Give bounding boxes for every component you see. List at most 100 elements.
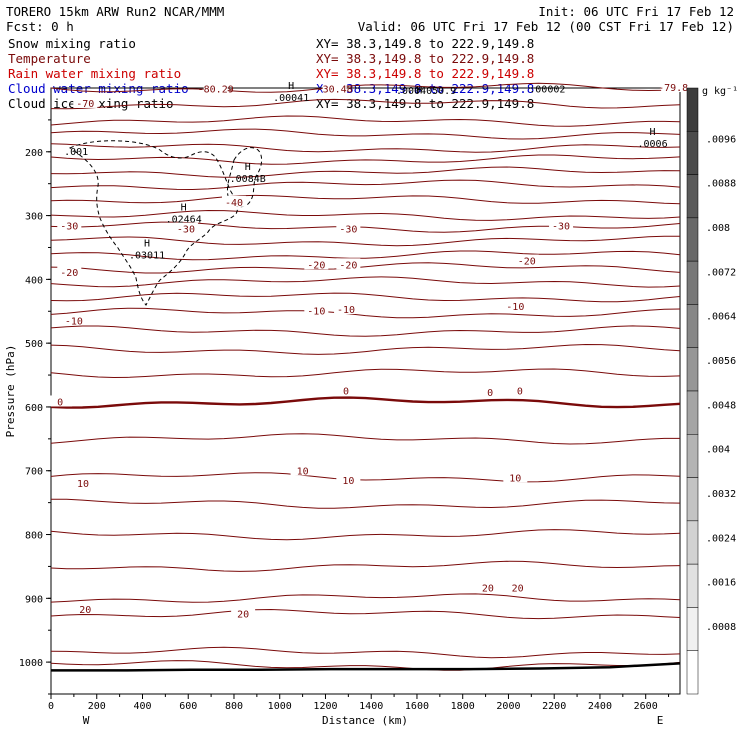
colorbar-swatch — [686, 304, 699, 348]
isotherm-label: -20 — [60, 268, 78, 279]
contour-label-bg — [514, 254, 539, 266]
x-axis: 0 200 400 600 800 1000 1200 1400 1600 1800 2000 220… — [48, 694, 670, 712]
legend-xy-temperature: XY= 38.3,149.8 to 222.9,149.8 — [316, 51, 534, 66]
contour-label-bg — [549, 219, 574, 231]
contour-label-bg — [57, 219, 82, 231]
isotherm-line — [50, 115, 681, 127]
isotherm-line — [50, 194, 681, 205]
contour-label-bg — [336, 473, 361, 485]
colorbar: g kg⁻¹ .0096 .0088 .008 .0072 .0064 .0056 .004… — [686, 86, 738, 695]
isotherm-line — [50, 529, 681, 541]
isotherm-label: -10 — [65, 316, 83, 327]
field-label: H — [416, 86, 422, 97]
isotherm-label: -30 — [339, 225, 357, 236]
colorbar-unit: g kg⁻¹ — [702, 86, 738, 97]
isotherm-line — [50, 660, 681, 671]
title-line-2-left: Fcst: 0 h — [6, 19, 74, 34]
colorbar-swatch — [686, 87, 699, 132]
title-line-1-right: Init: 06 UTC Fri 17 Feb 12 — [538, 4, 734, 19]
y-tick-label: 400 — [25, 275, 43, 286]
x-tick-label: 1400 — [359, 701, 383, 712]
contour-label-bg — [503, 299, 528, 311]
contour-label-bg — [73, 96, 98, 108]
x-axis-title: Distance (km) — [322, 714, 408, 727]
isotherm-line — [50, 179, 681, 191]
colorbar-swatch — [686, 217, 699, 262]
isotherm-line — [50, 143, 681, 153]
extremum-value: .00041 — [273, 93, 309, 104]
x-axis-right-end-label: E — [657, 714, 664, 727]
isotherm-line — [50, 82, 681, 93]
y-tick-label: 900 — [25, 594, 43, 605]
isotherm-line — [50, 221, 681, 233]
contour-label-bg — [231, 607, 256, 619]
isotherm-lines — [50, 82, 681, 671]
isotherm-label: -70 — [76, 99, 94, 110]
contour-label-bg — [322, 82, 347, 94]
isotherm-label: 0 — [343, 387, 349, 398]
isotherm-label: -30 — [60, 221, 78, 232]
isotherm-line — [50, 472, 681, 483]
isotherm-label: 20 — [237, 609, 249, 620]
isotherm-line — [50, 498, 681, 509]
x-tick-label: 2000 — [496, 701, 520, 712]
isotherm-line — [50, 235, 681, 247]
title-line-1-left: TORERO 15km ARW Run2 NCAR/MMM — [6, 4, 224, 19]
isotherm-label: -30 — [552, 221, 570, 232]
field-label: .0004050.9 — [396, 86, 456, 97]
colorbar-swatch — [686, 347, 699, 392]
extremum-mark: H — [650, 127, 656, 138]
extremum-value: .02464 — [166, 214, 202, 225]
colorbar-tick-label: .0064 — [706, 312, 736, 323]
isotherm-line — [50, 307, 681, 319]
x-tick-label: 1600 — [405, 701, 429, 712]
extremum-value: .0006 — [637, 139, 667, 150]
colorbar-tick-label: .0048 — [706, 400, 736, 411]
isotherm-label: 20 — [512, 584, 524, 595]
contour-label-bg — [304, 304, 329, 316]
y-tick-label: 700 — [25, 467, 43, 478]
legend-xy-snow: XY= 38.3,149.8 to 222.9,149.8 — [316, 36, 534, 51]
isotherm-label: -80.29 — [198, 84, 234, 95]
isotherm-line — [50, 608, 681, 620]
cloud-mixing-ratio-contour — [69, 140, 239, 306]
contour-label-bg — [173, 222, 198, 234]
colorbar-swatch — [686, 607, 699, 651]
isotherm-line — [50, 560, 681, 572]
extremum-mark: H — [181, 202, 187, 213]
contour-label-bg — [290, 464, 315, 476]
isotherm-line — [50, 262, 681, 274]
colorbar-swatch — [686, 434, 699, 478]
isotherm-label: 10 — [509, 473, 521, 484]
colorbar-tick-label: .0096 — [706, 134, 736, 145]
isotherm-label: -30 — [177, 225, 195, 236]
contour-label-bg — [336, 222, 361, 234]
extremum-mark: H — [288, 81, 294, 92]
isotherm-line — [50, 209, 681, 221]
colorbar-tick-label: .0024 — [706, 533, 736, 544]
isotherm-label: 10 — [77, 479, 89, 490]
y-tick-label: 1000 — [19, 658, 43, 669]
isotherm-label: -79.8 — [658, 83, 688, 94]
isotherm-label: 20 — [79, 605, 91, 616]
isotherm-label: -10 — [506, 302, 524, 313]
legend-xy-rain: XY= 38.3,149.8 to 222.9,149.8 — [316, 66, 534, 81]
isotherm-label: 0 — [517, 387, 523, 398]
isotherm-label: 0 — [487, 388, 493, 399]
x-tick-label: 800 — [225, 701, 243, 712]
isotherm-line — [50, 343, 681, 355]
extremum-value: .0084B — [230, 174, 266, 185]
colorbar-tick-label: .0088 — [706, 179, 736, 190]
contour-label-bg — [334, 302, 359, 314]
contour-label-bg — [334, 384, 359, 396]
x-tick-label: 600 — [179, 701, 197, 712]
y-tick-label: 500 — [25, 339, 43, 350]
extremum-value: .03011 — [129, 251, 165, 262]
isotherm-line — [50, 368, 681, 379]
contour-label-bg — [203, 82, 228, 94]
field-label: .001 — [64, 147, 88, 158]
colorbar-swatch — [686, 390, 699, 435]
x-tick-label: 0 — [48, 701, 54, 712]
